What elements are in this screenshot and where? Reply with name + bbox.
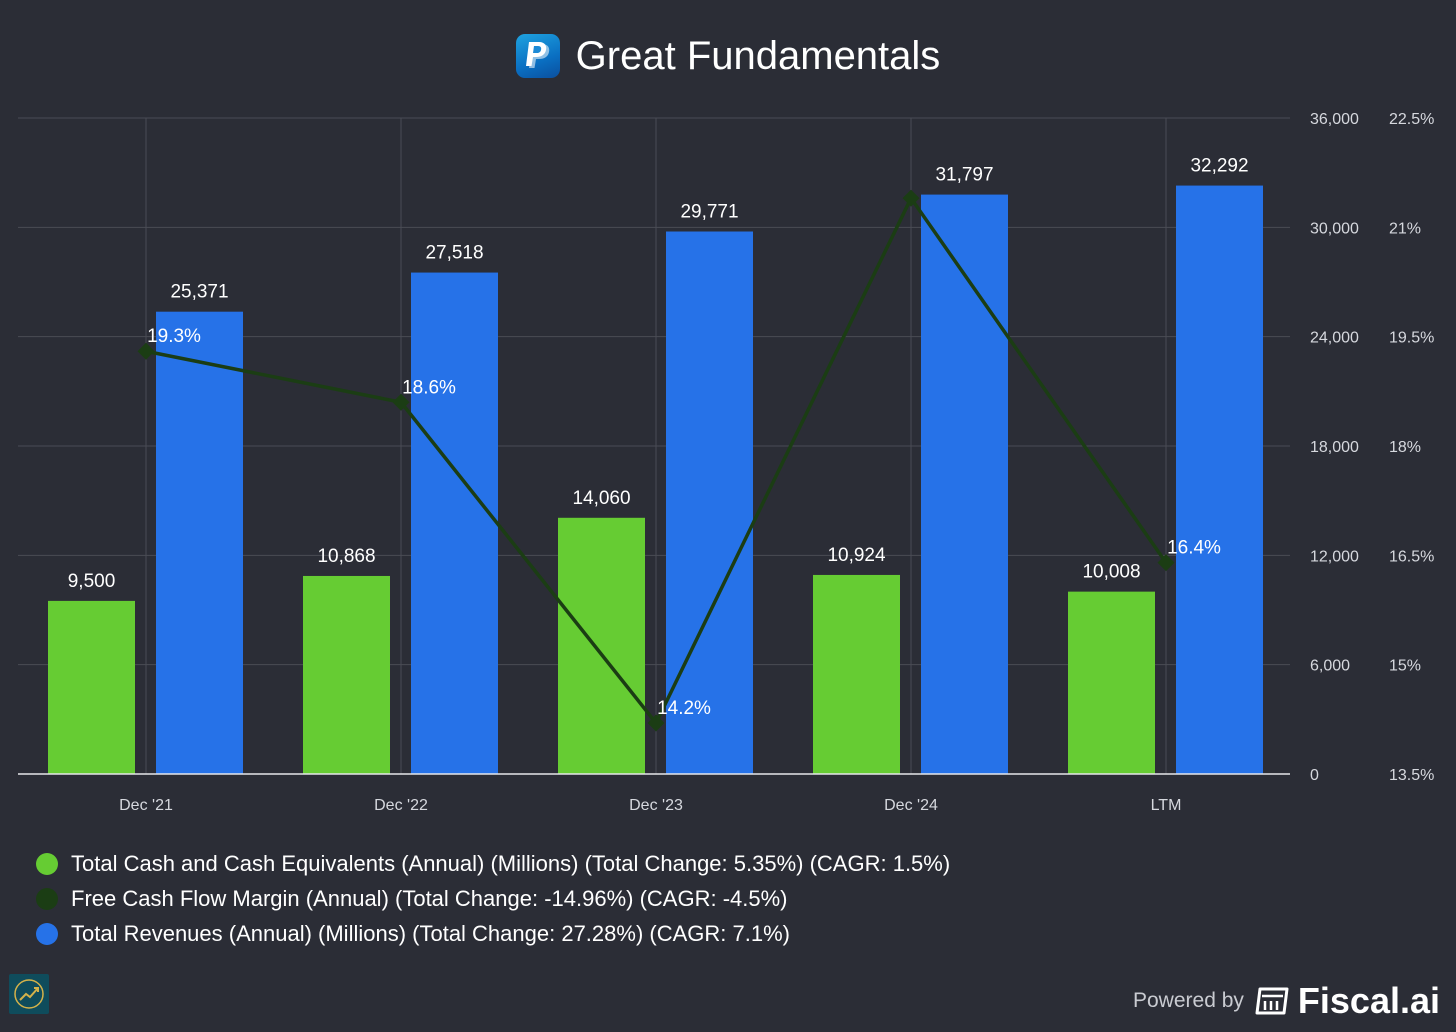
bar-cash (1068, 591, 1155, 774)
data-label-fcf-margin: 14.2% (657, 698, 711, 719)
bars (48, 185, 1263, 774)
y-right-tick-label: 18% (1389, 439, 1421, 456)
x-tick-label: Dec '24 (884, 797, 938, 814)
legend-label-cash: Total Cash and Cash Equivalents (Annual)… (71, 850, 951, 876)
bar-cash (813, 574, 900, 774)
fiscal-calculator-icon (1255, 987, 1289, 1015)
fcf-margin-line (137, 189, 1175, 732)
bar-revenue (411, 272, 498, 774)
y-left-tick-label: 6,000 (1310, 658, 1350, 675)
legend-item-cash[interactable]: Total Cash and Cash Equivalents (Annual)… (36, 846, 950, 881)
combo-chart: 9,500 25,371 10,868 27,518 14,060 29,771 10,92… (18, 111, 1434, 814)
bar-cash (558, 517, 645, 774)
axes: 0 13.5% 6,000 15% 12,000 16.5% 18,000 18% 24,000… (18, 111, 1434, 814)
x-tick-label: Dec '22 (374, 797, 428, 814)
data-label-cash: 10,868 (317, 546, 375, 567)
data-label-cash: 10,008 (1082, 562, 1140, 583)
y-left-tick-label: 24,000 (1310, 330, 1359, 347)
data-label-revenue: 31,797 (935, 165, 993, 186)
powered-by-label: Powered by (1133, 989, 1244, 1012)
data-label-fcf-margin: 18.6% (402, 377, 456, 398)
powered-by[interactable]: Powered by Fiscal.ai (1133, 980, 1440, 1022)
bar-revenue (921, 194, 1008, 774)
y-right-tick-label: 16.5% (1389, 548, 1434, 565)
bar-revenue (666, 231, 753, 774)
bar-cash (303, 575, 390, 774)
y-left-tick-label: 12,000 (1310, 548, 1359, 565)
y-left-tick-label: 18,000 (1310, 439, 1359, 456)
data-labels: 9,500 25,371 10,868 27,518 14,060 29,771 10,92… (68, 156, 1249, 719)
fcf-margin-point (392, 393, 410, 411)
data-label-fcf-margin: 16.4% (1167, 538, 1221, 559)
fcf-margin-point (902, 189, 920, 207)
chart-growth-icon (9, 974, 49, 1014)
y-left-tick-label: 36,000 (1310, 111, 1359, 128)
bar-revenue (1176, 185, 1263, 774)
y-right-tick-label: 19.5% (1389, 330, 1434, 347)
chart-title: Great Fundamentals (575, 33, 941, 78)
data-label-revenue: 25,371 (170, 282, 228, 303)
y-left-tick-label: 30,000 (1310, 220, 1359, 237)
legend-label-revenue: Total Revenues (Annual) (Millions) (Tota… (71, 920, 790, 946)
y-right-tick-label: 15% (1389, 658, 1421, 675)
data-label-cash: 9,500 (68, 571, 116, 592)
y-right-tick-label: 22.5% (1389, 111, 1434, 128)
legend-swatch-cash (36, 852, 58, 875)
data-label-cash: 14,060 (572, 488, 630, 509)
legend: Total Cash and Cash Equivalents (Annual)… (36, 846, 950, 951)
legend-item-revenue[interactable]: Total Revenues (Annual) (Millions) (Tota… (36, 916, 950, 951)
paypal-logo-icon (515, 34, 560, 78)
data-label-revenue: 29,771 (680, 202, 738, 223)
brand-name: Fiscal.ai (1297, 980, 1440, 1021)
data-label-fcf-margin: 19.3% (147, 326, 201, 347)
chart-title-row: Great Fundamentals (0, 28, 1456, 84)
fcf-margin-point (647, 714, 665, 732)
x-tick-label: Dec '23 (629, 797, 683, 814)
y-left-tick-label: 0 (1310, 767, 1319, 784)
fcf-margin-point (1157, 554, 1175, 572)
legend-label-fcf-margin: Free Cash Flow Margin (Annual) (Total Ch… (71, 885, 788, 911)
bar-revenue (156, 311, 243, 774)
legend-swatch-revenue (36, 922, 58, 945)
bar-cash (48, 600, 135, 774)
legend-item-fcf-margin[interactable]: Free Cash Flow Margin (Annual) (Total Ch… (36, 881, 950, 916)
legend-swatch-fcf-margin (36, 887, 58, 910)
data-label-cash: 10,924 (827, 545, 886, 566)
x-tick-label: LTM (1151, 797, 1182, 814)
data-label-revenue: 27,518 (425, 243, 483, 264)
y-right-tick-label: 13.5% (1389, 767, 1434, 784)
fcf-margin-point (137, 342, 155, 360)
y-right-tick-label: 21% (1389, 220, 1421, 237)
data-label-revenue: 32,292 (1190, 156, 1248, 177)
x-tick-label: Dec '21 (119, 797, 173, 814)
